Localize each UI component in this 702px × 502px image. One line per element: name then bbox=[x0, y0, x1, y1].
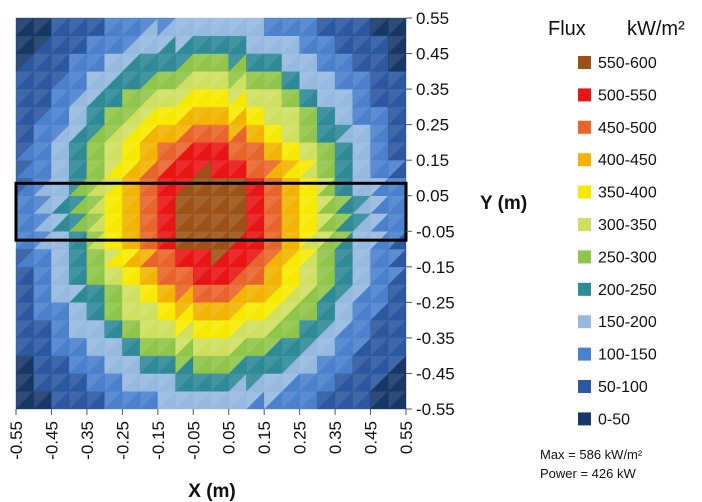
legend-title: Flux bbox=[548, 18, 586, 40]
heatmap-cell bbox=[334, 17, 354, 37]
x-tick-label: -0.55 bbox=[7, 421, 26, 460]
y-tick-label: -0.15 bbox=[416, 258, 455, 277]
x-tick-label: 0.55 bbox=[397, 421, 416, 454]
y-tick-label: -0.45 bbox=[416, 364, 455, 383]
x-axis-title: X (m) bbox=[188, 481, 236, 502]
x-tick-label: 0.05 bbox=[220, 421, 239, 454]
heatmap-cell bbox=[352, 17, 372, 37]
heatmap-cell bbox=[317, 17, 336, 37]
legend-label: 150-200 bbox=[598, 314, 657, 331]
legend-label: 550-600 bbox=[598, 55, 657, 72]
legend-label: 0-50 bbox=[598, 411, 630, 428]
heatmap-cell bbox=[33, 17, 52, 37]
y-axis-ticks: 0.55 0.45 0.35 0.25 0.15 0.05 -0.05 -0.15 -0.25 -… bbox=[406, 9, 455, 419]
x-tick-label: -0.15 bbox=[149, 421, 168, 460]
y-tick-label: 0.35 bbox=[416, 80, 449, 99]
heatmap-cell bbox=[139, 17, 159, 37]
x-tick-label: -0.45 bbox=[42, 421, 61, 460]
legend-swatch bbox=[578, 412, 591, 426]
legend-label: 450-500 bbox=[598, 120, 657, 137]
y-tick-label: -0.05 bbox=[416, 222, 455, 241]
heatmap-cell bbox=[15, 17, 35, 37]
legend-swatch bbox=[578, 120, 591, 134]
legend-swatch bbox=[578, 347, 591, 361]
legend-swatch bbox=[578, 380, 591, 393]
legend-label: 100-150 bbox=[598, 347, 657, 364]
x-tick-label: -0.25 bbox=[113, 421, 132, 460]
heatmap-cell bbox=[263, 17, 283, 37]
legend-label: 50-100 bbox=[598, 379, 648, 396]
y-axis-title: Y (m) bbox=[480, 193, 527, 214]
x-tick-label: 0.15 bbox=[255, 421, 274, 454]
heatmap-cell bbox=[193, 17, 212, 37]
heatmap-cell bbox=[157, 17, 177, 37]
x-tick-label: -0.05 bbox=[184, 421, 203, 460]
x-tick-label: -0.35 bbox=[78, 421, 97, 460]
power-annotation: Power = 426 kW bbox=[540, 466, 636, 481]
heatmap-cell bbox=[281, 17, 301, 37]
x-axis-ticks: -0.55 -0.45 -0.35 -0.25 -0.15 -0.05 0.05 0.15 0.… bbox=[7, 409, 416, 460]
legend-label: 300-350 bbox=[598, 217, 657, 234]
legend-label: 350-400 bbox=[598, 185, 657, 202]
legend-label: 200-250 bbox=[598, 282, 657, 299]
legend-swatch bbox=[578, 153, 591, 167]
y-tick-label: 0.45 bbox=[416, 45, 449, 64]
y-tick-label: -0.25 bbox=[416, 293, 455, 312]
highlight-rectangle bbox=[14, 181, 408, 242]
x-tick-label: 0.25 bbox=[291, 421, 310, 454]
heatmap-cell bbox=[299, 17, 318, 37]
y-tick-label: -0.55 bbox=[416, 400, 455, 419]
legend-swatch bbox=[578, 88, 591, 102]
heatmap-cell bbox=[104, 17, 123, 37]
heatmap-cell bbox=[388, 17, 407, 37]
heatmap-cell bbox=[210, 17, 230, 37]
legend-swatch bbox=[578, 185, 591, 199]
legend-swatch bbox=[578, 315, 591, 329]
legend-swatch bbox=[578, 56, 591, 69]
y-tick-label: 0.55 bbox=[416, 9, 449, 28]
heatmap-cell bbox=[122, 17, 141, 37]
legend-swatch bbox=[578, 282, 591, 296]
heatmap-cell bbox=[175, 17, 194, 37]
x-tick-label: 0.45 bbox=[362, 421, 381, 454]
legend-label: 250-300 bbox=[598, 249, 657, 266]
heatmap-cell bbox=[246, 17, 265, 37]
legend-unit: kW/m² bbox=[627, 18, 685, 40]
legend-swatch bbox=[578, 250, 591, 264]
max-annotation: Max = 586 kW/m² bbox=[540, 447, 643, 462]
heatmap-cell bbox=[228, 17, 247, 37]
legend: 550-600 500-550 450-500 400-450 350-400 300-3… bbox=[578, 55, 657, 428]
heatmap-cell bbox=[51, 17, 70, 37]
y-tick-label: 0.05 bbox=[416, 187, 449, 206]
heatmap-cell bbox=[86, 17, 106, 37]
legend-label: 400-450 bbox=[598, 152, 657, 169]
y-tick-label: 0.15 bbox=[416, 151, 449, 170]
y-tick-label: 0.25 bbox=[416, 116, 449, 135]
heatmap-cells bbox=[15, 17, 407, 410]
x-tick-label: 0.35 bbox=[326, 421, 345, 454]
heatmap-cell bbox=[370, 17, 389, 37]
heatmap-cell bbox=[68, 17, 88, 37]
legend-label: 500-550 bbox=[598, 87, 657, 104]
legend-swatch bbox=[578, 218, 591, 231]
y-tick-label: -0.35 bbox=[416, 329, 455, 348]
